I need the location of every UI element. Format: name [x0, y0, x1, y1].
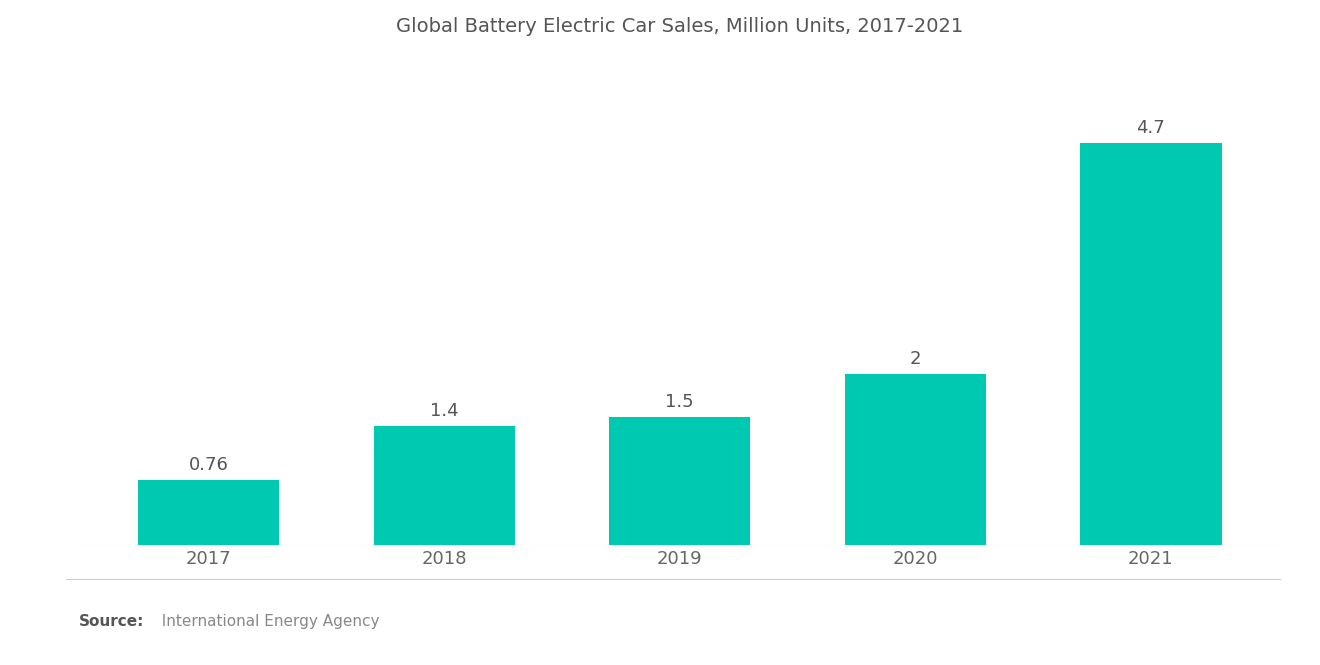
Text: 2: 2	[909, 350, 921, 368]
Bar	[609, 417, 751, 545]
Bar	[139, 480, 280, 545]
Text: 4.7: 4.7	[1137, 120, 1166, 138]
Text: International Energy Agency: International Energy Agency	[152, 614, 379, 629]
Title: Global Battery Electric Car Sales, Million Units, 2017-2021: Global Battery Electric Car Sales, Milli…	[396, 17, 964, 36]
Text: Source:: Source:	[79, 614, 145, 629]
Text: 0.76: 0.76	[189, 456, 228, 474]
Text: 1.4: 1.4	[430, 402, 458, 420]
Bar	[1080, 144, 1221, 545]
Bar	[845, 374, 986, 545]
Bar	[374, 426, 515, 545]
Text: 1.5: 1.5	[665, 393, 694, 411]
